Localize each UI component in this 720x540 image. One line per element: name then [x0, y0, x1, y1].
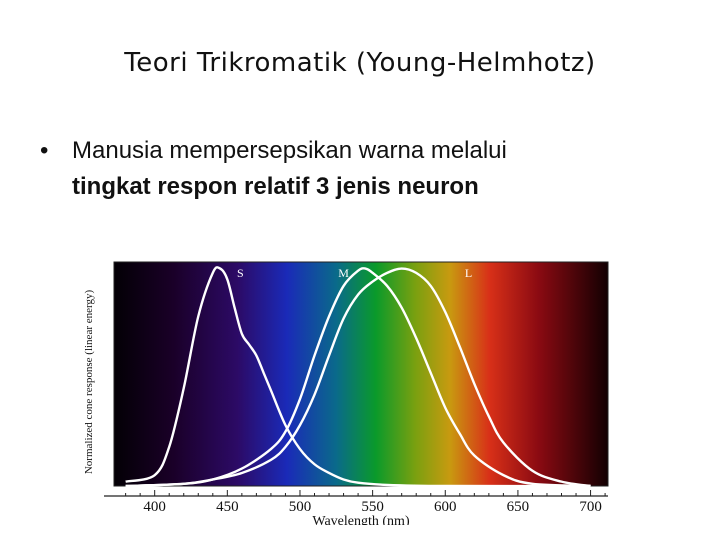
series-line-m [125, 267, 591, 488]
x-tick-label: 650 [507, 499, 529, 515]
x-tick-label: 400 [143, 499, 166, 515]
series-line-l [125, 267, 591, 488]
x-tick-label: 550 [361, 499, 384, 515]
bullet-text-line-1: Manusia mempersepsikan warna melalui [72, 137, 507, 164]
series-label-s: S [237, 266, 244, 280]
series-line-s [125, 266, 591, 488]
x-tick-label: 450 [216, 499, 239, 515]
bullet-text-line-2: tingkat respon relatif 3 jenis neuron [72, 173, 479, 200]
x-axis-label: Wavelength (nm) [312, 514, 410, 525]
bullet-dot-icon: • [40, 137, 49, 164]
x-tick-label: 600 [434, 499, 457, 515]
series-label-m: M [338, 266, 349, 280]
x-tick-label: 700 [579, 499, 602, 515]
slide-title: Teori Trikromatik (Young-Helmhotz) [124, 48, 596, 78]
series-label-l: L [465, 266, 472, 280]
y-axis-label: Normalized cone response (linear energy) [83, 290, 95, 475]
cone-response-chart: S M L 400 450 500 550 600 650 700 Wavelength (nm… [83, 261, 609, 525]
spectrum-background [113, 261, 609, 487]
x-axis: 400 450 500 550 600 650 700 [104, 490, 608, 515]
x-tick-label: 500 [289, 499, 312, 515]
series-curves [125, 266, 591, 488]
